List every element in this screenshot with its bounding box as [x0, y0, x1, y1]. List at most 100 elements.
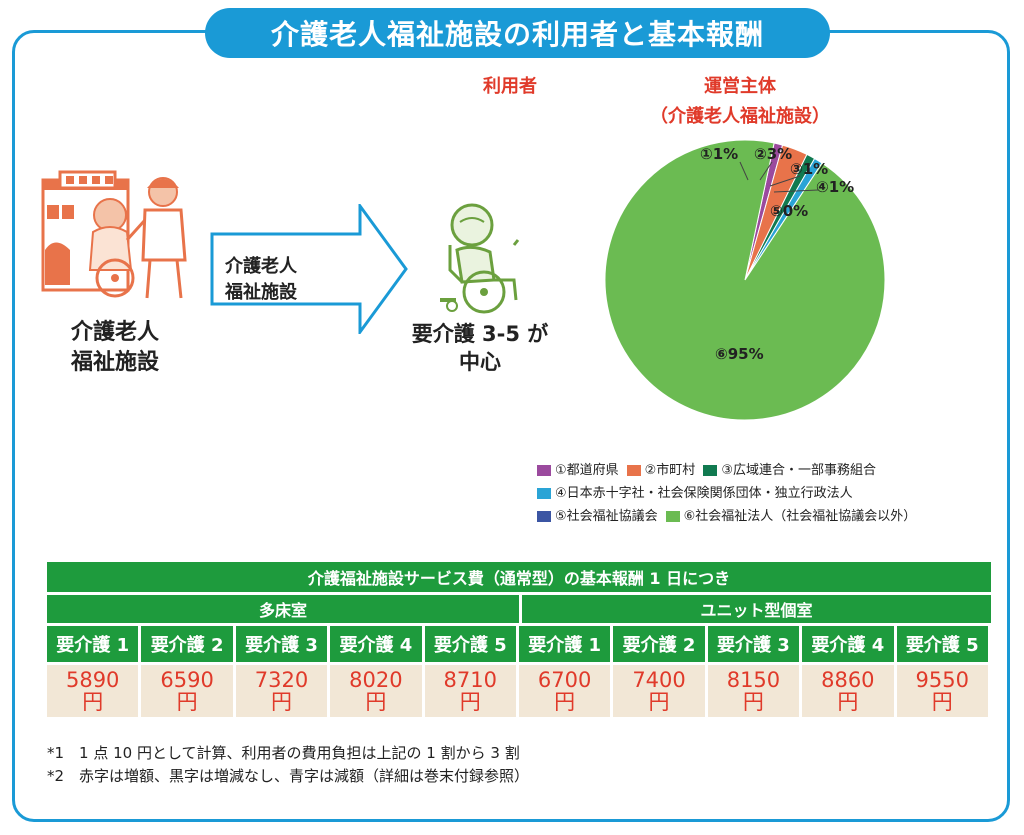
fee-value-cell-3: 7320 円 [235, 665, 328, 717]
care-level-label: 要介護 3-5 が 中心 [400, 320, 560, 376]
fee-unit: 円 [459, 690, 481, 714]
arrow-label-line1: 介護老人 [225, 256, 297, 277]
fee-amount: 8150 [726, 668, 781, 692]
care-level-cell-2: 要介護 2 [141, 626, 233, 662]
fee-unit: 円 [270, 690, 292, 714]
footnote-2: *2 赤字は増額、黒字は増減なし、青字は減額（詳細は巻末付録参照） [47, 767, 530, 785]
fee-value-cell-6: 6700 円 [518, 665, 611, 717]
pie-legend: ①都道府県 ②市町村 ③広域連合・一部事務組合 ④日本赤十字社・社会保険関係団体… [537, 459, 924, 528]
legend-label-5: ⑤社会福祉協議会 [555, 509, 658, 524]
fee-value-cell-10: 9550 円 [896, 665, 988, 717]
pie-slice-6 [604, 139, 886, 421]
pie-leader-line-2 [759, 161, 773, 181]
fee-unit: 円 [931, 690, 953, 714]
group-multi-bed: 多床室 [47, 595, 519, 623]
pie-leader-line-4 [773, 189, 819, 193]
pie-label-3: ③1% [790, 160, 829, 178]
fee-value-cell-7: 7400 円 [613, 665, 705, 717]
fee-unit: 円 [648, 690, 670, 714]
legend-swatch-4 [537, 488, 551, 499]
fee-value-cell-4: 8020 円 [330, 665, 422, 717]
legend-row-3: ⑤社会福祉協議会 ⑥社会福祉法人（社会福祉協議会以外） [537, 505, 924, 528]
fee-table-group-row: 多床室 ユニット型個室 [47, 595, 991, 623]
footnote-1: *1 1 点 10 円として計算、利用者の費用負担は上記の 1 割から 3 割 [47, 744, 520, 762]
fee-value-cell-9: 8860 円 [802, 665, 894, 717]
pie-label-1: ①1% [700, 145, 739, 163]
page-title: 介護老人福祉施設の利用者と基本報酬 [205, 8, 830, 58]
user-heading: 利用者 [483, 76, 537, 97]
care-level-cell-5: 要介護 5 [424, 626, 516, 662]
pie-label-5: ⑤0% [770, 202, 809, 220]
fee-unit: 円 [365, 690, 387, 714]
legend-row-1: ①都道府県 ②市町村 ③広域連合・一部事務組合 [537, 459, 924, 482]
arrow-label: 介護老人 福祉施設 [225, 254, 345, 306]
facility-label: 介護老人 福祉施設 [40, 318, 190, 378]
care-level-cell-1: 要介護 1 [47, 626, 139, 662]
care-level-cell-3: 要介護 3 [235, 626, 328, 662]
facility-illustration [41, 170, 187, 299]
care-level-line2: 中心 [459, 350, 501, 374]
fee-unit: 円 [742, 690, 764, 714]
fee-unit: 円 [82, 690, 104, 714]
fee-amount: 9550 [915, 668, 969, 692]
pie-label-6: ⑥95% [715, 345, 764, 363]
fee-value-cell-5: 8710 円 [424, 665, 516, 717]
fee-amount: 7320 [254, 668, 309, 692]
pie-svg [604, 139, 886, 421]
care-level-line1: 要介護 3-5 が [411, 322, 549, 346]
pie-leader-line-1 [739, 161, 749, 181]
fee-table-header: 介護福祉施設サービス費（通常型）の基本報酬 1 日につき [47, 562, 991, 592]
care-level-cell-8: 要介護 3 [707, 626, 800, 662]
fee-amount: 8710 [443, 668, 497, 692]
fee-value-cell-2: 6590 円 [141, 665, 233, 717]
legend-label-6: ⑥社会福祉法人（社会福祉協議会以外） [683, 509, 917, 524]
operator-heading-line2: （介護老人福祉施設） [650, 106, 830, 127]
operator-pie-chart [600, 135, 890, 425]
footnotes: *1 1 点 10 円として計算、利用者の費用負担は上記の 1 割から 3 割 … [47, 742, 529, 788]
legend-item-1: ①都道府県 [537, 459, 619, 482]
fee-amount: 5890 [65, 668, 120, 692]
operator-heading-line1: 運営主体 [704, 76, 776, 97]
fee-amount: 8860 [821, 668, 875, 692]
pie-label-2: ②3% [754, 145, 793, 163]
legend-swatch-2 [626, 465, 641, 476]
legend-label-3: ③広域連合・一部事務組合 [721, 463, 876, 478]
fee-unit: 円 [176, 690, 198, 714]
legend-item-3: ③広域連合・一部事務組合 [703, 459, 876, 482]
fee-table-level-row: 要介護 1 要介護 2 要介護 3 要介護 4 要介護 5 要介護 1 要介護 2 要介護 3… [47, 626, 991, 662]
legend-item-5: ⑤社会福祉協議会 [537, 505, 658, 528]
legend-swatch-3 [703, 465, 718, 476]
fee-unit: 円 [837, 690, 859, 714]
legend-item-6: ⑥社会福祉法人（社会福祉協議会以外） [665, 505, 917, 528]
fee-unit: 円 [554, 690, 576, 714]
facility-label-line2: 福祉施設 [70, 350, 159, 375]
legend-swatch-6 [665, 511, 680, 522]
operator-heading: 運営主体 （介護老人福祉施設） [610, 72, 870, 132]
legend-swatch-1 [537, 465, 551, 476]
fee-amount: 6590 [160, 668, 214, 692]
wheelchair-user-icon [440, 203, 520, 314]
arrow-label-line2: 福祉施設 [225, 282, 297, 303]
legend-item-2: ②市町村 [626, 459, 696, 482]
pie-leader-line-3 [769, 175, 801, 187]
arrow-shape [210, 204, 408, 334]
fee-amount: 7400 [632, 668, 686, 692]
legend-label-4: ④日本赤十字社・社会保険関係団体・独立行政法人 [555, 486, 853, 501]
care-level-cell-6: 要介護 1 [518, 626, 611, 662]
legend-label-2: ②市町村 [644, 463, 696, 478]
fee-amount: 8020 [349, 668, 403, 692]
care-level-cell-7: 要介護 2 [613, 626, 705, 662]
care-level-cell-10: 要介護 5 [896, 626, 988, 662]
facility-label-line1: 介護老人 [70, 320, 159, 345]
fee-table: 介護福祉施設サービス費（通常型）の基本報酬 1 日につき 多床室 ユニット型個室… [47, 562, 991, 717]
care-level-cell-4: 要介護 4 [330, 626, 422, 662]
legend-swatch-5 [537, 511, 551, 522]
fee-value-cell-1: 5890 円 [47, 665, 139, 717]
group-unit-private: ユニット型個室 [522, 595, 991, 623]
fee-value-cell-8: 8150 円 [707, 665, 800, 717]
fee-table-value-row: 5890 円 6590 円 7320 円 8020 円 8710 円 6700 円 7400 円 8150 円… [47, 665, 991, 717]
fee-amount: 6700 [537, 668, 592, 692]
care-level-cell-9: 要介護 4 [802, 626, 894, 662]
pie-label-4: ④1% [816, 178, 855, 196]
legend-label-1: ①都道府県 [555, 463, 619, 478]
